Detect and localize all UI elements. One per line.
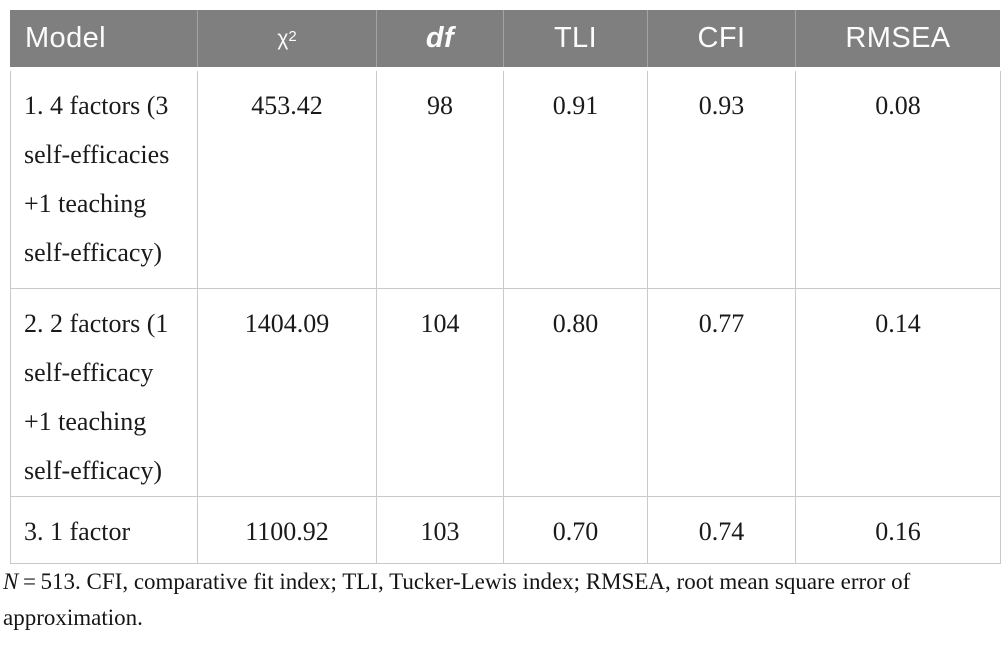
cell-chi2: 453.42	[198, 71, 377, 289]
header-cell-tli: TLI	[503, 10, 647, 67]
cell-df: 104	[377, 289, 504, 497]
cell-model: 2. 2 factors (1 self-efficacy +1 teachin…	[11, 289, 198, 497]
cell-cfi: 0.93	[648, 71, 796, 289]
cell-chi2: 1100.92	[198, 496, 377, 564]
header-cell-df: df	[376, 10, 503, 67]
cell-model: 1. 4 factors (3 self-efficacies +1 teach…	[11, 71, 198, 289]
footnote-n-symbol: N	[3, 569, 19, 594]
cell-chi2: 1404.09	[198, 289, 377, 497]
table-row: 3. 1 factor 1100.92 103 0.70 0.74 0.16	[11, 496, 1001, 564]
table-footnote: N = 513. CFI, comparative fit index; TLI…	[3, 564, 1003, 635]
model-fit-table: Model χ 2 df TLI CFI RMSEA 1. 4 factors (3 sel…	[10, 10, 1001, 564]
cell-cfi: 0.74	[648, 496, 796, 564]
cell-tli: 0.91	[504, 71, 648, 289]
header-cell-model: Model	[25, 22, 106, 54]
cell-rmsea: 0.16	[796, 496, 1001, 564]
footnote-text: = 513. CFI, comparative fit index; TLI, …	[3, 569, 911, 630]
header-cell-cfi: CFI	[647, 10, 795, 67]
cell-rmsea: 0.08	[796, 71, 1001, 289]
table-row: 2. 2 factors (1 self-efficacy +1 teachin…	[11, 289, 1001, 497]
cell-cfi: 0.77	[648, 289, 796, 497]
table-body: 1. 4 factors (3 self-efficacies +1 teach…	[10, 71, 1001, 564]
cell-tli: 0.70	[504, 496, 648, 564]
cell-rmsea: 0.14	[796, 289, 1001, 497]
cell-model: 3. 1 factor	[11, 496, 198, 564]
table-row: 1. 4 factors (3 self-efficacies +1 teach…	[11, 71, 1001, 289]
table-header-row: Model χ 2 df TLI CFI RMSEA	[10, 10, 1000, 67]
cell-tli: 0.80	[504, 289, 648, 497]
header-cell-rmsea: RMSEA	[795, 10, 1000, 67]
cell-df: 103	[377, 496, 504, 564]
cell-df: 98	[377, 71, 504, 289]
